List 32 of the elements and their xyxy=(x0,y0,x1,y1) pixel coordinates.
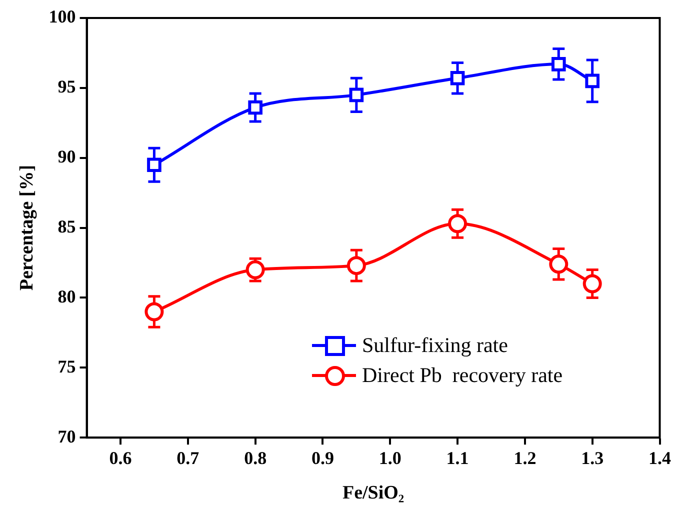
point xyxy=(585,74,600,88)
point xyxy=(248,100,262,115)
x-tick-label: 1.2 xyxy=(514,448,536,468)
x-tick-label: 1.4 xyxy=(648,448,671,468)
point xyxy=(346,256,366,276)
x-tick-label: 1.0 xyxy=(378,448,402,468)
x-tick-label: 0.9 xyxy=(311,448,334,468)
point xyxy=(246,260,265,280)
x-tick-label: 1.1 xyxy=(446,448,469,468)
point xyxy=(147,158,162,172)
point xyxy=(551,57,566,72)
x-tick-label: 0.8 xyxy=(244,448,267,468)
y-tick-label: 100 xyxy=(48,6,76,27)
y-axis-title: Percentage [%] xyxy=(16,164,38,291)
y-tick-label: 85 xyxy=(58,216,76,236)
y-tick-label: 90 xyxy=(58,146,76,167)
point xyxy=(448,214,468,234)
y-tick-label: 75 xyxy=(58,356,76,376)
x-axis-title: Fe/SiO₂ xyxy=(342,482,404,504)
y-tick-label: 80 xyxy=(58,286,76,306)
point xyxy=(144,302,164,322)
x-tick-label: 1.3 xyxy=(581,448,604,468)
point xyxy=(349,88,364,102)
legend-label: Sulfur-fixing rate xyxy=(362,332,508,358)
x-tick-label: 0.6 xyxy=(109,448,132,468)
legend-label: Direct Pb recovery rate xyxy=(362,362,563,388)
y-tick-label: 95 xyxy=(58,76,76,97)
point xyxy=(450,70,465,86)
x-tick-label: 0.7 xyxy=(176,448,200,468)
point xyxy=(582,274,602,294)
point xyxy=(549,254,568,274)
y-tick-label: 70 xyxy=(58,426,76,446)
